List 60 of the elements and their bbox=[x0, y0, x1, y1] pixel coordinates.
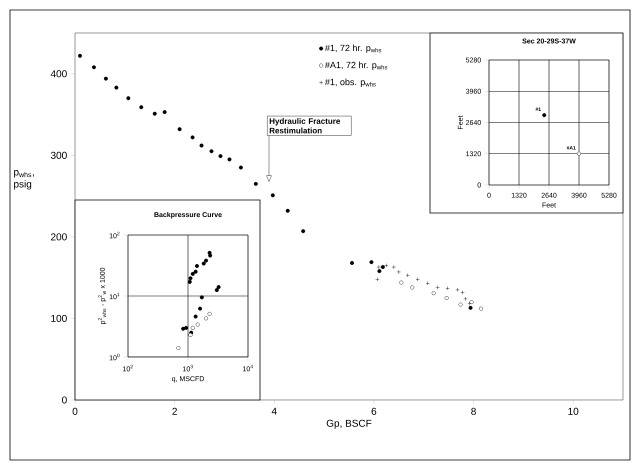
x-tick-label: 6 bbox=[372, 408, 376, 415]
annotation: Hydraulic Fracture Restimulation bbox=[270, 118, 340, 134]
point bbox=[444, 296, 449, 300]
point bbox=[254, 182, 258, 186]
point bbox=[426, 281, 430, 286]
y-tick-label: 300 bbox=[50, 152, 67, 159]
point bbox=[286, 208, 290, 213]
point bbox=[78, 54, 82, 58]
point bbox=[377, 269, 382, 274]
point bbox=[218, 154, 222, 158]
legend-label: #A1, 72 hr. p$_{whs}$ bbox=[324, 62, 388, 70]
point bbox=[380, 265, 385, 270]
point bbox=[399, 280, 404, 285]
x-tick-label: 2 bbox=[172, 408, 177, 415]
point bbox=[464, 296, 468, 301]
point bbox=[227, 157, 232, 162]
point bbox=[350, 260, 354, 265]
point bbox=[416, 277, 420, 282]
point bbox=[92, 65, 96, 70]
point bbox=[460, 290, 465, 294]
point bbox=[384, 263, 388, 268]
x-axis-title: Gp, BSCF bbox=[326, 420, 372, 429]
point bbox=[190, 135, 195, 140]
point bbox=[139, 105, 144, 110]
point bbox=[468, 306, 473, 310]
point bbox=[406, 273, 410, 278]
point bbox=[392, 265, 396, 270]
point bbox=[210, 149, 214, 154]
point bbox=[162, 110, 167, 114]
x-tick-label: 10 bbox=[568, 408, 578, 415]
point bbox=[152, 112, 157, 116]
point bbox=[376, 265, 381, 270]
legend-label: #1, 72 hr. p$_{whs}$ bbox=[324, 44, 382, 53]
y-tick-label: 200 bbox=[51, 233, 67, 240]
point bbox=[432, 291, 436, 296]
point bbox=[114, 86, 118, 90]
point bbox=[410, 285, 414, 290]
y-axis-title: p$_{whs}$, psig bbox=[14, 170, 34, 190]
point bbox=[458, 302, 463, 307]
point bbox=[238, 166, 243, 170]
legend-label: #1, obs. p$_{whs}$ bbox=[324, 78, 376, 87]
point bbox=[301, 229, 306, 234]
point bbox=[270, 193, 275, 198]
point bbox=[446, 286, 450, 290]
y-tick-label: 100 bbox=[51, 314, 67, 322]
point bbox=[200, 144, 204, 148]
y-tick-label: 400 bbox=[50, 70, 67, 78]
point bbox=[456, 288, 460, 292]
y-tick-label: 0 bbox=[62, 396, 67, 404]
point bbox=[396, 270, 401, 274]
point bbox=[126, 96, 130, 100]
x-tick-label: 8 bbox=[471, 408, 476, 415]
x-tick-label: 4 bbox=[272, 408, 277, 415]
point bbox=[104, 76, 108, 81]
point bbox=[369, 260, 374, 264]
point bbox=[436, 285, 440, 290]
point bbox=[479, 306, 484, 311]
point bbox=[375, 277, 380, 282]
x-tick-label: 0 bbox=[72, 408, 78, 415]
point bbox=[178, 127, 182, 132]
